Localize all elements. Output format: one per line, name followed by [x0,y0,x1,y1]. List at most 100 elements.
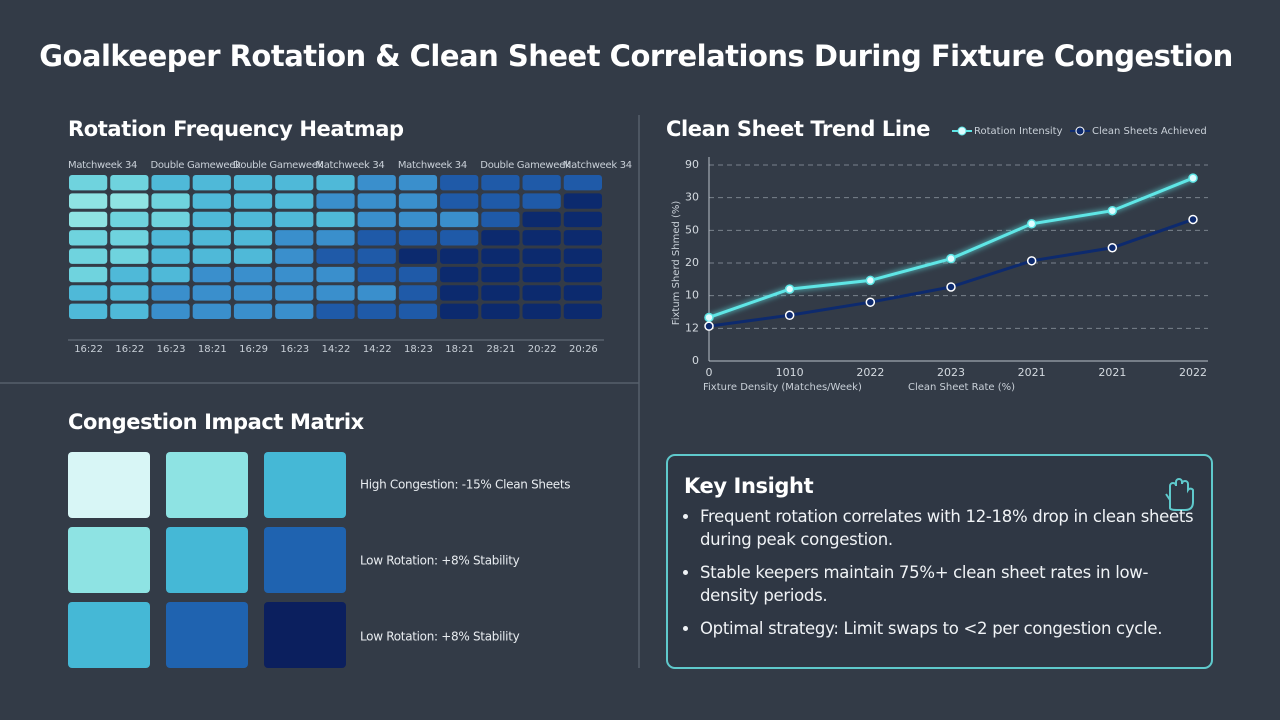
heatmap-cell [522,175,561,191]
heatmap-cell [316,248,355,264]
heatmap-cell [110,211,149,228]
heatmap-cell [275,230,314,246]
data-point [865,297,876,307]
page-title: Goalkeeper Rotation & Clean Sheet Correl… [39,39,1233,73]
heatmap-cell [151,285,190,301]
heatmap-cell [316,285,355,301]
heatmap-cell [151,193,190,209]
heatmap-cell [275,193,314,209]
y-tick-label: 12 [685,321,699,334]
data-point [865,275,876,286]
heatmap-cell [192,211,231,228]
x-tick-label: 2022 [1179,366,1207,379]
legend-marker [1075,126,1085,136]
x-tick-label: 16:23 [157,344,186,355]
y-axis-label: Fixtum Sherd Shmed (%) [671,201,682,326]
x-tick-label: 0 [706,366,713,379]
heatmap-cell [69,193,108,209]
heatmap-cell [522,303,561,319]
heatmap-cell [357,175,396,191]
heatmap-cell [110,248,149,264]
x-tick-label: 16:23 [280,344,309,355]
heatmap-cell [522,193,561,209]
heatmap-cell [69,303,108,319]
heatmap-cell [481,303,520,319]
y-tick-label: 30 [685,191,699,204]
heatmap-cell [522,230,561,246]
heatmap-cell [522,248,561,264]
column-group-label: Double Gameweek [480,160,571,171]
line-title: Clean Sheet Trend Line [666,117,930,141]
series-line [708,176,1194,319]
heatmap-cell [233,230,273,246]
heatmap-cell [398,193,438,209]
x-tick-label: 14:22 [322,344,351,355]
x-tick-label: 20:22 [528,344,557,355]
heatmap-cell [69,230,108,246]
heatmap-cell [192,303,231,319]
heatmap-cell [440,175,479,191]
heatmap-cell [398,211,438,228]
heatmap-cell [522,211,561,228]
matrix-cell [68,602,150,668]
legend-label: Clean Sheets Achieved [1092,126,1207,137]
heatmap-cell [316,303,355,319]
y-tick-label: 0 [692,354,699,367]
data-point [1188,214,1198,225]
heatmap-cell [398,248,438,264]
heatmap-cell [69,285,108,301]
heatmap-cell [151,211,190,228]
heatmap-cell [481,248,520,264]
heatmap-cell [316,193,355,209]
heatmap-cell [357,303,396,319]
insight-bullet: Frequent rotation correlates with 12-18%… [700,505,1205,551]
heatmap-cell [316,266,355,283]
column-group-label: Double Gameweek [233,160,324,171]
insight-bullet: Stable keepers maintain 75%+ clean sheet… [700,561,1205,607]
x-tick-label: 18:21 [198,344,227,355]
glove-icon [1165,478,1194,511]
x-tick-label: 14:22 [363,344,392,355]
y-tick-label: 90 [685,158,699,171]
x-tick-label: 16:22 [74,344,103,355]
heatmap-cell [110,193,149,209]
matrix-cell [68,452,150,518]
heatmap-cell [316,230,355,246]
data-point [704,321,714,331]
heatmap-cell [398,303,438,319]
heatmap-cell [522,285,561,301]
x-tick-label: 28:21 [487,344,516,355]
x-tick-label: 20:26 [569,344,598,355]
x-axis-label: Fixture Density (Matches/Week) [703,382,862,393]
matrix-title: Congestion Impact Matrix [68,410,365,434]
data-point [704,312,714,323]
data-point [1107,205,1118,216]
column-group-label: Matchweek 34 [563,160,632,171]
matrix-cell [68,527,150,593]
matrix-cell [166,527,248,593]
heatmap-cell [275,211,314,228]
heatmap-cell [481,175,520,191]
insight-bullets: Frequent rotation correlates with 12-18%… [680,505,1205,665]
heatmap-cell [233,175,273,191]
heatmap-cell [357,248,396,264]
heatmap-cell [192,266,231,283]
matrix-label: Low Rotation: +8% Stability [360,554,520,568]
heatmap-cell [110,266,149,283]
heatmap-cell [233,285,273,301]
heatmap-cell [563,193,602,209]
insight-bullet: Optimal strategy: Limit swaps to <2 per … [700,617,1205,640]
x-tick-label: 2022 [856,366,884,379]
heatmap-cell [481,230,520,246]
data-point [946,282,956,292]
x-tick-label: 2023 [937,366,965,379]
heatmap-title: Rotation Frequency Heatmap [68,117,404,141]
heatmap-cell [357,193,396,209]
insight-title: Key Insight [684,474,814,498]
series-line [708,218,1194,328]
matrix-label: High Congestion: -15% Clean Sheets [360,478,570,492]
matrix-cell [264,452,346,518]
heatmap-cell [481,285,520,301]
x-tick-label: 2021 [1098,366,1126,379]
heatmap-cell [151,303,190,319]
